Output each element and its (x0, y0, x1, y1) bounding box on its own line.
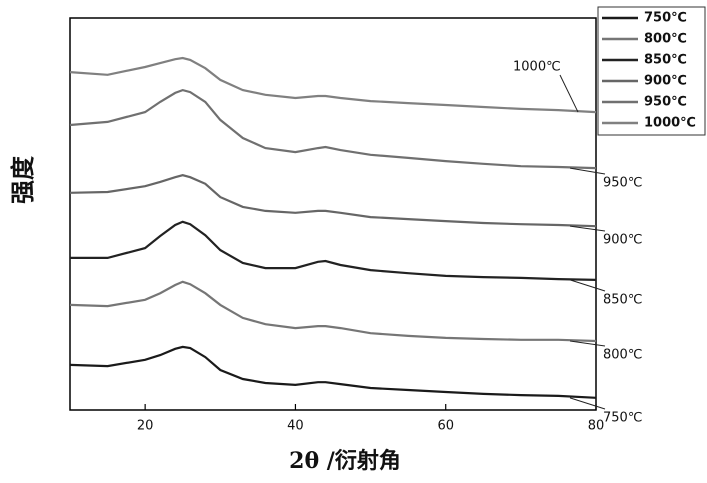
leader-line (560, 75, 578, 112)
x-axis-title: 2θ /衍射角 (289, 448, 401, 474)
x-tick-label: 20 (137, 419, 154, 434)
leader-line (570, 168, 605, 174)
chart: 2θ /衍射角 强度 20406080750℃800℃850℃900℃950℃1… (0, 0, 707, 483)
legend-label: 900℃ (644, 74, 687, 89)
series-line (70, 347, 596, 398)
annotation: 850℃ (603, 293, 642, 308)
legend-label: 850℃ (644, 53, 687, 68)
annotation: 950℃ (603, 176, 642, 191)
x-tick-label: 60 (437, 419, 454, 434)
legend-label: 1000℃ (644, 116, 696, 131)
annotation: 750℃ (603, 411, 642, 426)
annotation: 800℃ (603, 348, 642, 363)
legend-label: 750℃ (644, 11, 687, 26)
plot-frame (70, 18, 596, 410)
series-line (70, 282, 596, 341)
annotation: 900℃ (603, 233, 642, 248)
series-line (70, 175, 596, 226)
leader-line (570, 280, 605, 291)
annotation: 1000℃ (513, 60, 561, 75)
series-line (70, 222, 596, 280)
y-axis-title: 强度 (9, 155, 37, 204)
leader-line (570, 398, 605, 409)
legend-label: 950℃ (644, 95, 687, 110)
legend-label: 800℃ (644, 32, 687, 47)
x-tick-label: 80 (588, 419, 605, 434)
x-tick-label: 40 (287, 419, 304, 434)
series-line (70, 90, 596, 168)
